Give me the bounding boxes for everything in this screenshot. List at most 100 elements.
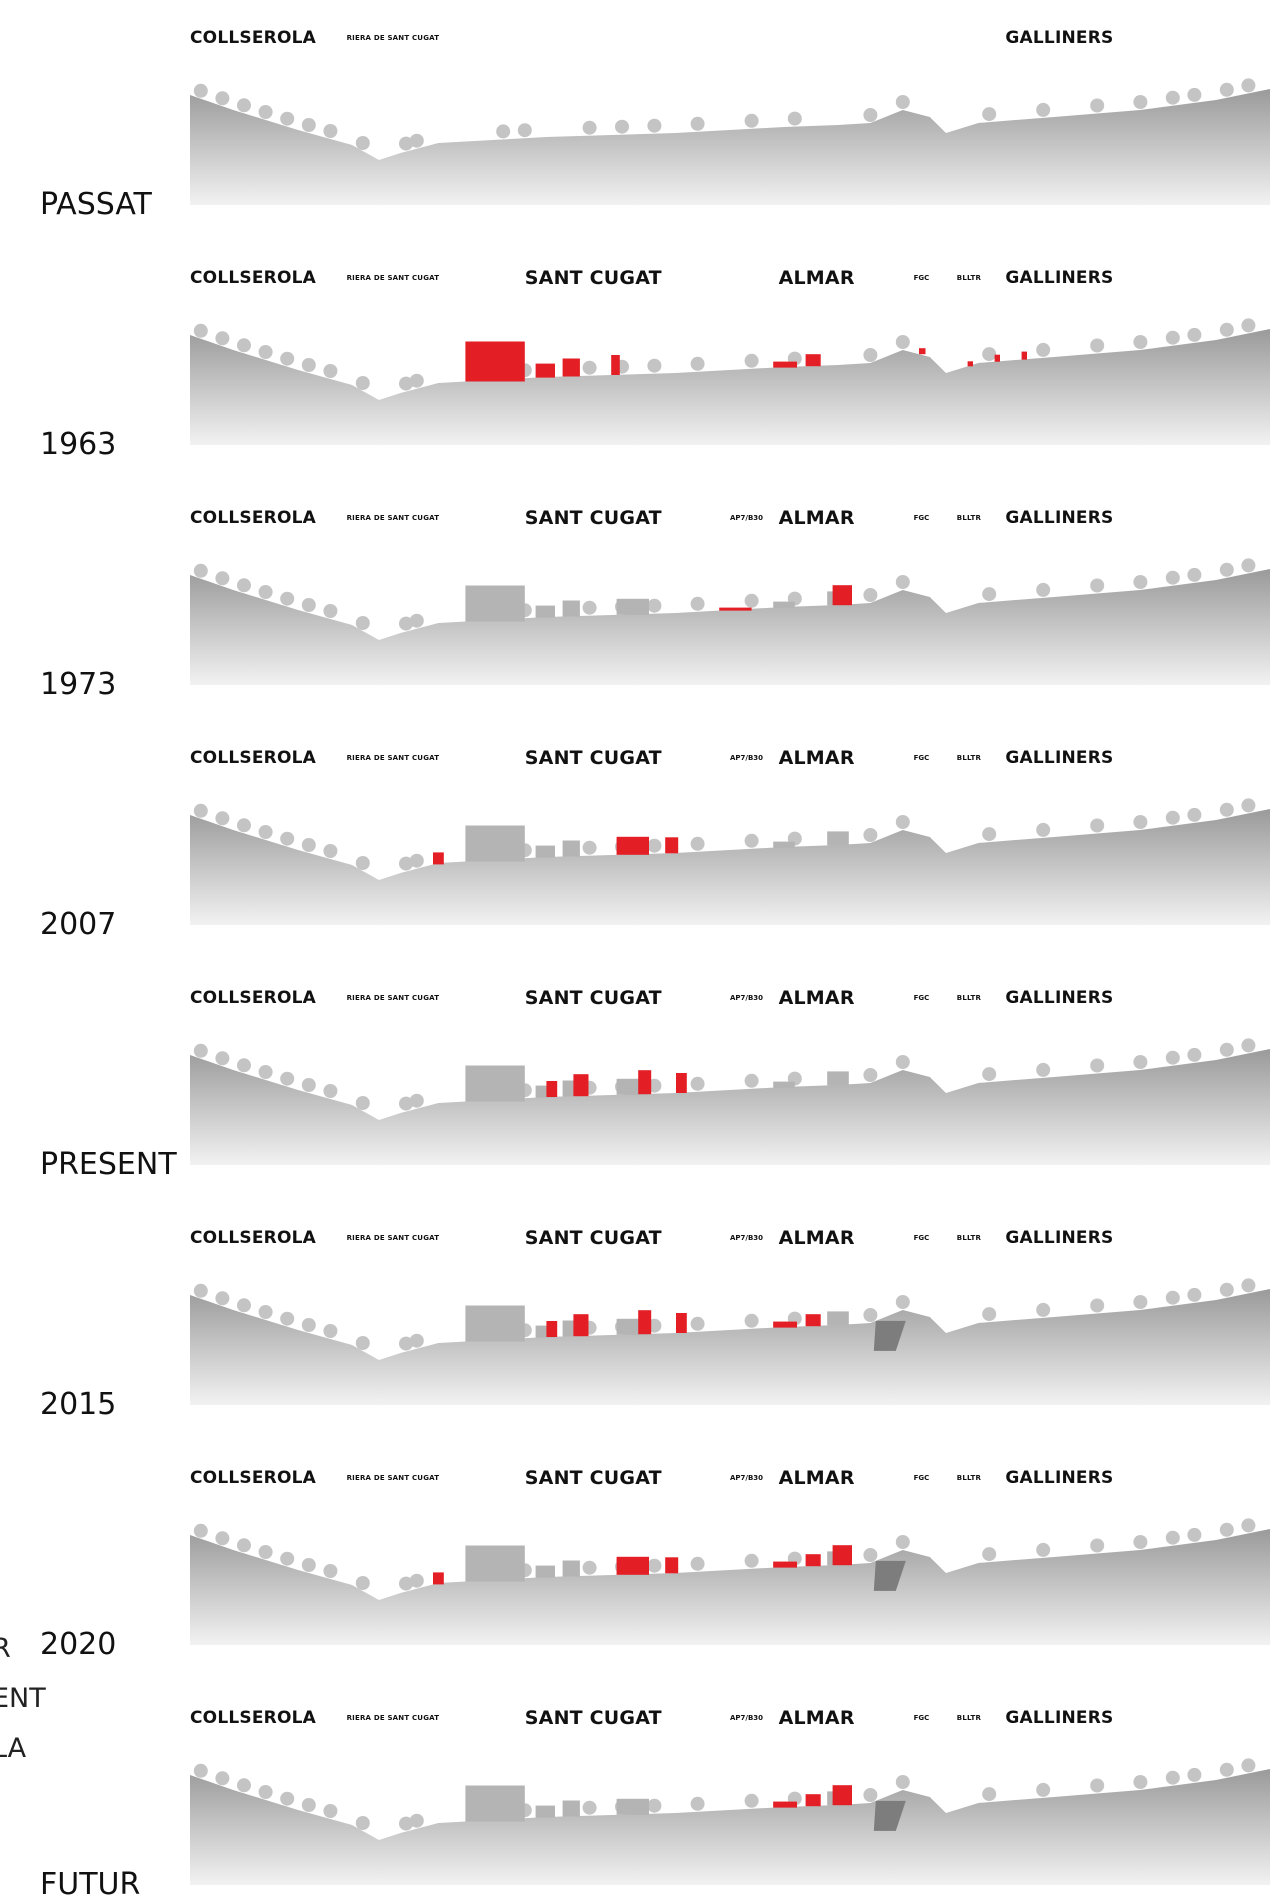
label-almar: ALMAR [778, 1707, 855, 1729]
new-building-almar-buildings [773, 1561, 797, 1568]
excavation [873, 1560, 906, 1591]
tree-icon [690, 596, 705, 611]
tree-icon [301, 838, 316, 852]
tree-icon [399, 1576, 413, 1591]
tree-icon [215, 811, 230, 826]
tree-icon [1133, 1055, 1148, 1069]
tree-icon [982, 827, 997, 842]
label-sant_cugat: SANT CUGAT [524, 1467, 662, 1489]
tree-icon [399, 1096, 413, 1111]
label-sant_cugat: SANT CUGAT [524, 747, 662, 769]
tree-icon [1187, 1767, 1202, 1782]
new-building-almar-tower [832, 585, 852, 606]
terrain-profile [190, 1529, 1270, 1645]
tree-icon [323, 124, 338, 138]
tree-icon [863, 1548, 878, 1562]
new-building-sant-cugat-centre-block [665, 1557, 679, 1574]
tree-icon [258, 1065, 273, 1079]
tree-icon [744, 833, 759, 848]
tree-icon [399, 136, 413, 151]
tree-icon [1036, 582, 1051, 597]
tree-icon [280, 1071, 295, 1086]
tree-icon [863, 348, 878, 362]
label-blltr: BLLTR [956, 1474, 982, 1482]
year-label: PRESENT [40, 1147, 177, 1182]
label-blltr: BLLTR [956, 514, 982, 522]
tree-icon [582, 360, 597, 375]
tree-icon [1187, 1287, 1202, 1302]
label-galliners: GALLINERS [1005, 748, 1114, 768]
tree-icon [1090, 1058, 1105, 1073]
tree-icon [863, 108, 878, 122]
tree-icon [1090, 1538, 1105, 1553]
tree-icon [409, 373, 424, 388]
section-row [190, 1518, 1270, 1645]
tree-icon [690, 1316, 705, 1331]
new-building-almar-buildings [773, 361, 797, 368]
tree-icon [690, 836, 705, 851]
tree-icon [301, 118, 316, 132]
new-building-sant-cugat-towers [638, 1070, 652, 1095]
tree-icon [215, 1531, 230, 1546]
label-galliners: GALLINERS [1005, 1228, 1114, 1248]
label-almar: ALMAR [778, 747, 855, 769]
label-fgc: FGC [913, 1234, 930, 1242]
tree-icon [863, 828, 878, 842]
new-building-sant-cugat-towers [546, 1081, 558, 1097]
existing-building [465, 825, 525, 862]
terrain-profile [190, 809, 1270, 925]
tree-icon [1187, 807, 1202, 822]
tree-icon [1187, 327, 1202, 342]
label-almar: ALMAR [778, 987, 855, 1009]
year-label: 2020 [40, 1627, 117, 1662]
label-road: AP7/B30 [730, 754, 764, 762]
new-building-sant-cugat-monastery [465, 341, 525, 382]
terrain-profile [190, 569, 1270, 685]
tree-icon [215, 1291, 230, 1306]
label-collserola: COLLSEROLA [190, 748, 316, 768]
label-riera: RIERA DE SANT CUGAT [346, 274, 440, 282]
label-sant_cugat: SANT CUGAT [524, 1707, 662, 1729]
tree-icon [744, 593, 759, 608]
tree-icon [1241, 1038, 1256, 1053]
label-sant_cugat: SANT CUGAT [524, 987, 662, 1009]
section-row [190, 1758, 1270, 1885]
tree-icon [193, 563, 208, 578]
tree-icon [193, 83, 208, 98]
tree-icon [399, 616, 413, 631]
label-riera: RIERA DE SANT CUGAT [346, 514, 440, 522]
tree-icon [690, 356, 705, 371]
label-riera: RIERA DE SANT CUGAT [346, 994, 440, 1002]
tree-icon [193, 1283, 208, 1298]
tree-icon [863, 1308, 878, 1322]
label-galliners: GALLINERS [1005, 508, 1114, 528]
tree-icon [1133, 335, 1148, 349]
tree-icon [1241, 798, 1256, 813]
tree-icon [647, 838, 662, 853]
existing-building [827, 1311, 849, 1326]
tree-icon [301, 1798, 316, 1812]
new-building-sant-cugat-towers [676, 1073, 687, 1093]
label-road: AP7/B30 [730, 1234, 764, 1242]
tree-icon [1187, 567, 1202, 582]
tree-icon [280, 831, 295, 846]
label-almar: ALMAR [778, 267, 855, 289]
tree-icon [355, 1576, 370, 1590]
existing-building [616, 598, 649, 615]
tree-icon [1090, 98, 1105, 113]
label-riera: RIERA DE SANT CUGAT [346, 1474, 440, 1482]
tree-icon [323, 604, 338, 618]
existing-building [562, 1560, 580, 1577]
existing-building [535, 605, 555, 618]
label-fgc: FGC [913, 1714, 930, 1722]
tree-icon [215, 571, 230, 586]
tree-icon [237, 1778, 251, 1793]
terrain-profile [190, 1769, 1270, 1885]
label-road: AP7/B30 [730, 994, 764, 1002]
label-riera: RIERA DE SANT CUGAT [346, 1234, 440, 1242]
tree-icon [301, 1558, 316, 1572]
tree-icon [323, 844, 338, 858]
tree-icon [582, 120, 597, 135]
tree-icon [258, 1785, 273, 1799]
